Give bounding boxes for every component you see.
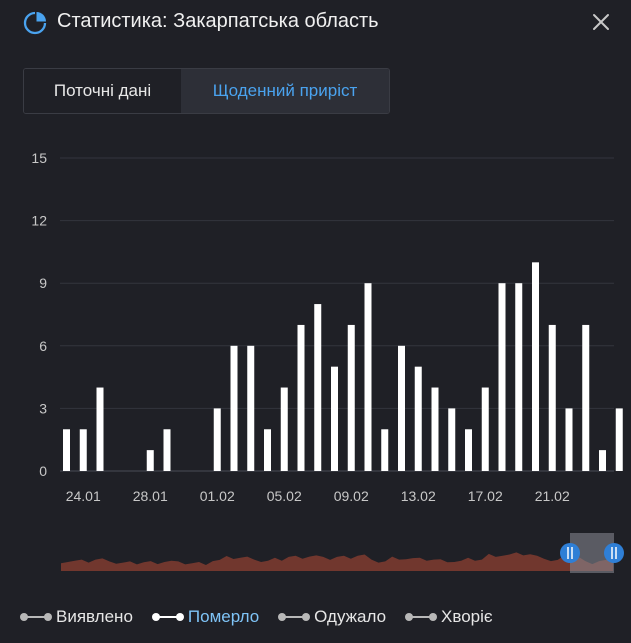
legend-label: Одужало	[314, 607, 387, 626]
x-tick-label: 21.02	[535, 488, 570, 504]
bar[interactable]	[314, 304, 322, 471]
bar[interactable]	[498, 283, 506, 471]
page-title: Статистика: Закарпатська область	[57, 10, 379, 32]
bar[interactable]	[582, 324, 590, 471]
bar[interactable]	[247, 345, 255, 471]
bar[interactable]	[163, 429, 171, 471]
bar[interactable]	[548, 324, 556, 471]
legend-line-icon	[405, 611, 438, 623]
bar[interactable]	[280, 387, 288, 471]
x-tick-label: 17.02	[468, 488, 503, 504]
bar[interactable]	[515, 283, 523, 471]
tab-daily-growth[interactable]: Щоденний приріст	[181, 69, 389, 113]
bar[interactable]	[465, 429, 472, 471]
y-tick-label: 12	[31, 213, 47, 229]
bar[interactable]	[565, 408, 573, 471]
legend: Виявлено Померло Одужало Хворіє	[20, 607, 512, 627]
range-handle-right[interactable]	[604, 543, 624, 563]
bar[interactable]	[414, 366, 422, 471]
bar[interactable]	[213, 408, 221, 471]
legend-label: Померло	[187, 607, 260, 626]
bar[interactable]	[599, 450, 606, 471]
legend-item-recovered[interactable]: Одужало	[278, 607, 386, 627]
bar[interactable]	[297, 324, 305, 471]
bar[interactable]	[63, 429, 70, 471]
bar[interactable]	[230, 345, 238, 471]
bar[interactable]	[347, 324, 355, 471]
legend-item-died[interactable]: Померло	[151, 607, 260, 627]
legend-item-sick[interactable]: Хворіє	[405, 607, 493, 627]
bar[interactable]	[448, 408, 456, 471]
bar[interactable]	[532, 262, 539, 471]
legend-label: Хворіє	[441, 607, 493, 626]
y-tick-label: 0	[39, 463, 47, 479]
bar[interactable]	[431, 387, 439, 471]
x-tick-label: 09.02	[334, 488, 369, 504]
bar[interactable]	[146, 450, 154, 471]
y-tick-label: 15	[31, 150, 47, 166]
legend-line-icon	[20, 611, 52, 623]
x-tick-label: 24.01	[66, 488, 101, 504]
bar[interactable]	[96, 387, 104, 471]
bar[interactable]	[364, 283, 372, 471]
bar[interactable]	[481, 387, 489, 471]
x-tick-label: 05.02	[267, 488, 302, 504]
range-handle-left[interactable]	[560, 543, 580, 563]
legend-line-icon	[151, 611, 184, 623]
bar[interactable]	[381, 429, 389, 471]
legend-line-icon	[278, 611, 311, 623]
overview-area	[61, 549, 613, 571]
bar-chart: 0 3 6 9 12 15 24.01 28.01 01.02 05.02 09.02 13.02 17…	[31, 150, 624, 573]
tab-bar: Поточні дані Щоденний приріст	[23, 68, 390, 114]
bar[interactable]	[615, 408, 623, 471]
bar[interactable]	[398, 345, 405, 471]
tab-current-data[interactable]: Поточні дані	[24, 69, 181, 113]
close-icon[interactable]	[590, 11, 612, 33]
bar[interactable]	[79, 429, 87, 471]
x-tick-label: 13.02	[401, 488, 436, 504]
pie-chart-icon	[23, 11, 47, 35]
header: Статистика: Закарпатська область	[0, 0, 631, 46]
y-tick-label: 6	[39, 338, 47, 354]
legend-label: Виявлено	[56, 607, 133, 626]
y-tick-label: 3	[39, 400, 47, 416]
x-tick-label: 01.02	[200, 488, 235, 504]
y-tick-label: 9	[39, 275, 47, 291]
x-tick-label: 28.01	[133, 488, 168, 504]
bar[interactable]	[264, 429, 271, 471]
legend-item-detected[interactable]: Виявлено	[20, 607, 133, 627]
bar[interactable]	[331, 366, 338, 471]
